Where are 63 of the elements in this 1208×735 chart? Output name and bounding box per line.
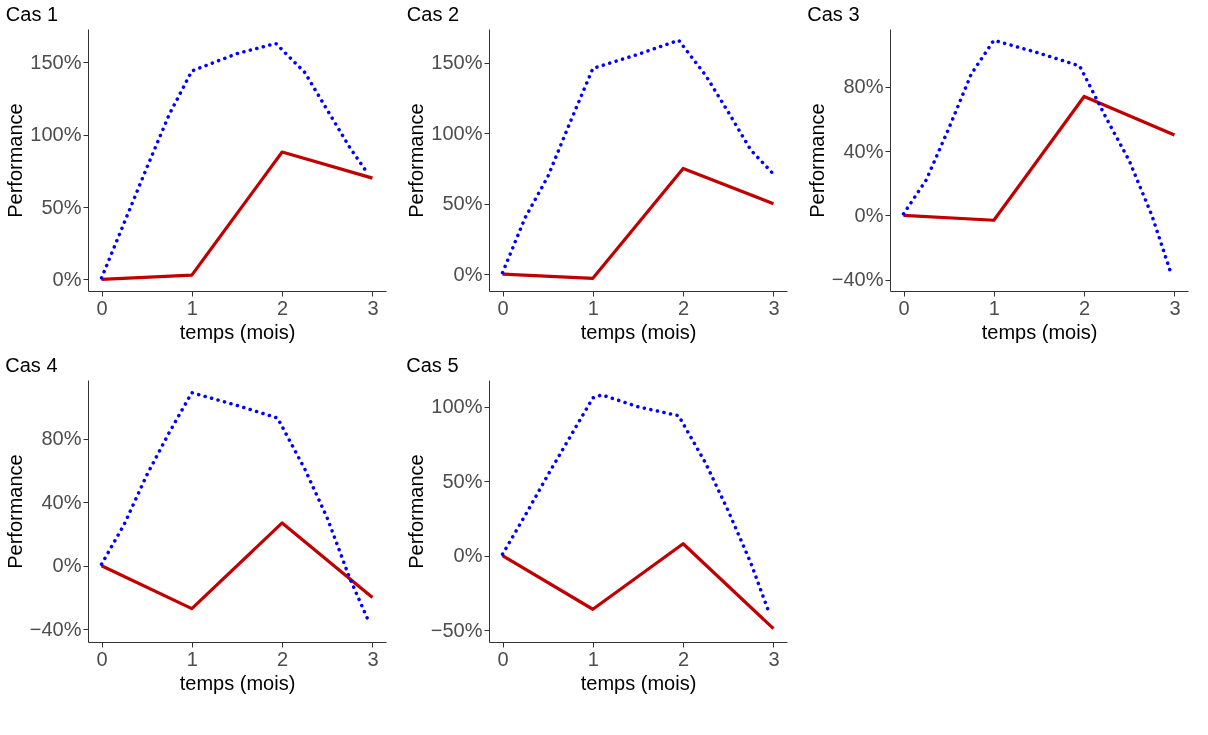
x-tick-label: 2 (277, 296, 289, 319)
x-tick-label: 2 (1079, 296, 1091, 319)
y-tick-label: −50% (430, 618, 483, 641)
x-tick-label: 1 (587, 647, 599, 670)
y-tick-label: 50% (442, 192, 483, 215)
line-series (99, 150, 375, 282)
y-axis-title: Performance (3, 454, 26, 569)
x-tick-label: 1 (988, 296, 1000, 319)
x-tick-label: 0 (96, 647, 108, 670)
y-tick-label: 100% (431, 395, 483, 418)
x-tick-label: 1 (186, 647, 198, 670)
line-series (500, 542, 776, 631)
y-tick-label: 150% (30, 50, 82, 73)
y-tick-label: 80% (41, 427, 82, 450)
y-tick-label: 0% (453, 262, 483, 285)
y-tick-label: 50% (442, 469, 483, 492)
chart-title: Cas 1 (5, 3, 59, 25)
x-tick-label: 3 (1169, 296, 1181, 319)
x-axis-title: temps (mois) (580, 320, 697, 343)
y-axis-title: Performance (404, 454, 427, 569)
y-tick-label: 100% (431, 121, 483, 144)
chart-title: Cas 5 (406, 354, 459, 376)
y-tick-label: 80% (843, 75, 884, 98)
x-tick-label: 3 (367, 296, 379, 319)
line-series (99, 521, 375, 611)
chart-title: Cas 2 (406, 3, 460, 25)
y-tick-label: −40% (29, 617, 82, 640)
y-tick-label: 40% (41, 490, 82, 513)
y-tick-label: 100% (30, 123, 82, 146)
line-series (500, 38, 776, 275)
y-tick-label: 0% (854, 203, 884, 226)
x-tick-label: 0 (497, 647, 509, 670)
x-tick-label: 0 (898, 296, 910, 319)
y-tick-label: 0% (453, 544, 483, 567)
x-tick-label: 2 (277, 647, 289, 670)
x-tick-label: 0 (96, 296, 108, 319)
y-axis-title: Performance (405, 103, 428, 218)
line-series (99, 390, 370, 622)
line-series (901, 38, 1172, 272)
x-tick-label: 2 (678, 647, 690, 670)
x-tick-label: 3 (367, 647, 379, 670)
x-tick-label: 3 (768, 647, 780, 670)
x-tick-label: 2 (678, 296, 690, 319)
y-tick-label: 50% (41, 195, 82, 218)
x-axis-title: temps (mois) (179, 320, 296, 343)
line-series (901, 94, 1177, 222)
y-axis-title: Performance (805, 103, 828, 218)
y-tick-label: 40% (843, 139, 884, 162)
x-tick-label: 1 (587, 296, 599, 319)
y-axis-title: Performance (4, 103, 27, 218)
chart-title: Cas 4 (5, 354, 58, 376)
y-tick-label: 0% (52, 267, 82, 290)
x-tick-label: 3 (768, 296, 780, 319)
x-tick-label: 0 (497, 296, 509, 319)
x-axis-title: temps (mois) (580, 671, 697, 694)
y-tick-label: −40% (831, 268, 884, 291)
line-series (500, 166, 776, 280)
chart-title: Cas 3 (807, 3, 860, 25)
x-tick-label: 1 (186, 296, 198, 319)
y-tick-label: 150% (431, 51, 483, 74)
x-axis-title: temps (mois) (179, 671, 296, 694)
x-axis-title: temps (mois) (981, 320, 1098, 343)
y-tick-label: 0% (52, 554, 82, 577)
